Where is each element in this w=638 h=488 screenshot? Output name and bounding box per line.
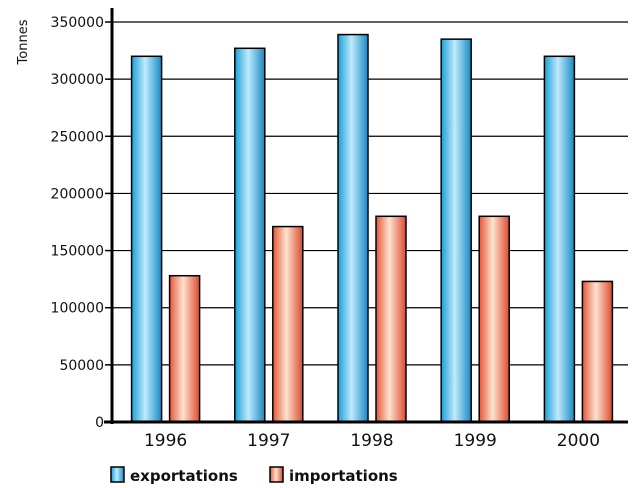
- bars: [130, 33, 614, 423]
- y-tick-label: 200000: [51, 186, 104, 202]
- y-axis-ticks: 0 50000 100000 150000 200000 250000 300000 3500…: [51, 15, 112, 431]
- bar-importations-1999: [478, 215, 510, 423]
- y-tick-label: 150000: [51, 244, 104, 260]
- legend-label-exportations: exportations: [130, 467, 238, 485]
- y-tick-label: 50000: [59, 358, 104, 374]
- bar-exportations-1997: [234, 47, 266, 423]
- y-tick-label: 350000: [51, 15, 104, 31]
- y-tick-label: 300000: [51, 72, 104, 88]
- x-tick-label-2000: 2000: [557, 431, 600, 451]
- bar-importations-1996: [168, 274, 201, 423]
- legend-swatch-importations: [269, 466, 284, 483]
- y-axis-title: Tonnes: [16, 19, 31, 65]
- x-axis-labels: 1996 1997 1998 1999 2000: [144, 431, 600, 451]
- x-tick-label-1997: 1997: [247, 431, 290, 451]
- y-tick-label: 0: [95, 415, 104, 431]
- x-tick-label-1996: 1996: [144, 431, 187, 451]
- bar-exportations-2000: [543, 55, 576, 423]
- legend-swatch-exportations: [110, 466, 125, 483]
- legend-label-importations: importations: [289, 467, 398, 485]
- legend: exportations importations: [110, 466, 398, 485]
- bar-importations-1998: [375, 215, 407, 423]
- y-tick-label: 100000: [51, 301, 104, 317]
- bar-exportations-1996: [130, 55, 163, 423]
- x-tick-label-1998: 1998: [350, 431, 393, 451]
- bar-importations-2000: [581, 280, 614, 423]
- bar-exportations-1999: [440, 38, 472, 423]
- bar-exportations-1998: [337, 33, 369, 423]
- x-tick-label-1999: 1999: [454, 431, 497, 451]
- y-tick-label: 250000: [51, 129, 104, 145]
- bar-importations-1997: [272, 225, 304, 423]
